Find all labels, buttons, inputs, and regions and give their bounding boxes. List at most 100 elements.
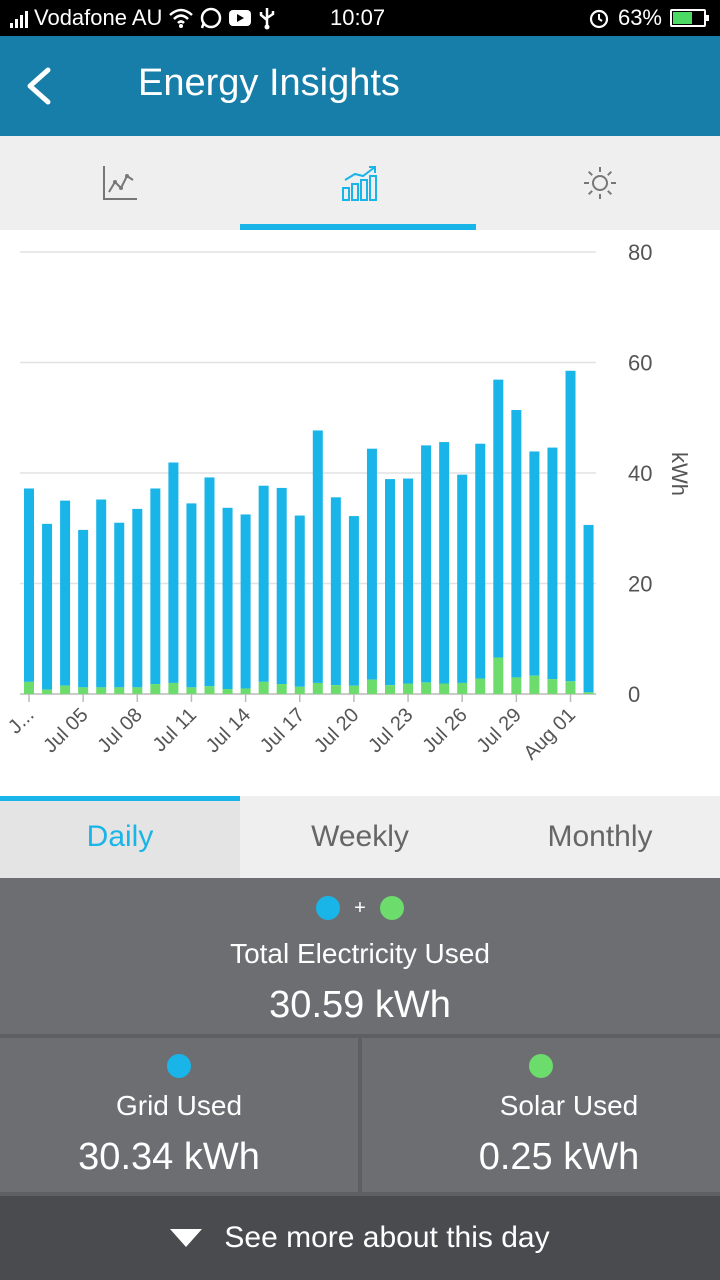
grid-bar <box>114 522 125 688</box>
status-bar: Vodafone AU 10:07 63% <box>0 0 720 36</box>
solar-bar <box>366 679 377 694</box>
tab-monthly[interactable]: Monthly <box>547 820 653 853</box>
solar-bar <box>132 687 143 694</box>
grid-bar <box>240 514 251 689</box>
status-left: Vodafone AU <box>10 5 276 31</box>
solar-bar <box>240 688 251 694</box>
solar-bar <box>348 685 359 694</box>
grid-bar <box>42 523 53 690</box>
grid-bar <box>457 474 468 683</box>
x-tick-label: Jul 08 <box>94 704 147 757</box>
carrier-name: Vodafone AU <box>34 5 163 30</box>
signal-icon <box>10 8 28 28</box>
tab-weekly[interactable]: Weekly <box>311 820 409 853</box>
energy-chart: 0 20 40 60 80 kWh J... Jul 05 Jul 08 Jul 11 Jul 14… <box>0 230 720 796</box>
grid-bar <box>276 487 287 685</box>
solar-bar <box>222 689 233 694</box>
grid-color-dot <box>316 896 341 920</box>
solar-bar <box>529 675 540 694</box>
solar-bar <box>24 681 34 694</box>
x-tick-label: Jul 26 <box>418 704 471 757</box>
solar-bar <box>168 682 179 694</box>
grid-bar <box>385 479 395 686</box>
usage-summary: + Total Electricity Used 30.59 kWh Grid … <box>0 878 720 1280</box>
whatsapp-icon <box>201 7 222 29</box>
grid-bar <box>421 445 432 683</box>
tab-line-chart[interactable] <box>0 136 240 230</box>
solar-bar <box>312 682 323 694</box>
energy-bar-chart[interactable]: 0 20 40 60 80 kWh J... Jul 05 Jul 08 Jul 11 Jul 14… <box>0 230 720 796</box>
tab-daily[interactable]: Daily <box>0 796 240 878</box>
youtube-icon <box>229 10 252 26</box>
solar-bar <box>385 685 395 694</box>
see-more-label: See more about this day <box>224 1221 550 1254</box>
caret-down-icon <box>170 1229 203 1247</box>
solar-label: Solar Used <box>499 1090 639 1121</box>
x-tick-label: Aug 01 <box>520 704 580 764</box>
grid-bar <box>168 462 179 683</box>
y-tick-label: 20 <box>628 572 652 597</box>
line-chart-icon <box>103 166 137 200</box>
grid-bar <box>132 508 143 688</box>
grid-bar <box>204 477 215 687</box>
solar-bar <box>204 686 215 694</box>
total-label: Total Electricity Used <box>230 938 490 969</box>
plus-sign: + <box>354 896 366 919</box>
solar-bar <box>421 682 432 694</box>
grid-bar <box>78 529 89 688</box>
grid-bar <box>583 524 594 693</box>
x-tick-label: Jul 23 <box>364 704 417 757</box>
sun-icon <box>584 167 616 199</box>
status-time: 10:07 <box>330 5 386 30</box>
grid-usage-card: Grid Used 30.34 kWh <box>0 1038 358 1192</box>
solar-bar <box>475 678 486 694</box>
solar-bar <box>583 692 594 694</box>
grid-bar <box>547 447 558 680</box>
status-right: 63% <box>588 5 709 31</box>
see-more-button[interactable]: See more about this day <box>0 1196 720 1280</box>
y-tick-label: 0 <box>628 682 640 707</box>
solar-bar <box>330 685 341 694</box>
grid-bar <box>348 516 359 686</box>
battery-percent: 63% <box>617 5 662 30</box>
usb-icon <box>260 8 275 30</box>
grid-bar <box>366 448 377 680</box>
grid-bar <box>258 485 269 682</box>
x-tick-label: Jul 17 <box>256 704 309 757</box>
y-tick-label: 60 <box>628 351 652 376</box>
solar-usage-card: Solar Used 0.25 kWh <box>362 1038 720 1192</box>
y-tick-label: 40 <box>628 461 652 486</box>
grid-bar <box>60 500 71 686</box>
solar-color-dot <box>379 896 404 920</box>
grid-color-dot <box>167 1054 191 1078</box>
back-arrow-icon[interactable] <box>20 64 60 108</box>
app-header: Energy Insights <box>0 36 720 136</box>
x-tick-label: Jul 29 <box>473 704 526 757</box>
grid-bar <box>403 478 414 684</box>
y-axis-label: kWh <box>667 452 692 496</box>
tab-solar[interactable] <box>480 136 720 230</box>
grid-value: 30.34 kWh <box>78 1136 260 1178</box>
solar-value: 0.25 kWh <box>478 1136 640 1178</box>
grid-bar <box>565 370 576 682</box>
solar-bar <box>294 686 305 694</box>
alarm-icon <box>589 9 609 29</box>
bar-chart-icon <box>342 166 377 201</box>
x-tick-label: Jul 05 <box>39 704 92 757</box>
period-tabs: Daily Weekly Monthly <box>0 796 720 878</box>
tab-bar-chart[interactable] <box>240 136 480 230</box>
grid-bar <box>222 507 233 690</box>
solar-bar <box>565 681 576 694</box>
solar-bar <box>78 687 89 694</box>
grid-bar <box>96 499 107 688</box>
chart-type-tabs <box>0 136 720 230</box>
solar-bar <box>457 682 468 694</box>
solar-bar <box>493 657 504 694</box>
grid-bar <box>312 430 323 683</box>
grid-bar <box>475 443 486 679</box>
grid-bar <box>150 488 161 685</box>
battery-icon <box>670 9 709 27</box>
page-title: Energy Insights <box>138 62 400 104</box>
solar-color-dot <box>529 1054 553 1078</box>
solar-bar <box>403 683 414 694</box>
